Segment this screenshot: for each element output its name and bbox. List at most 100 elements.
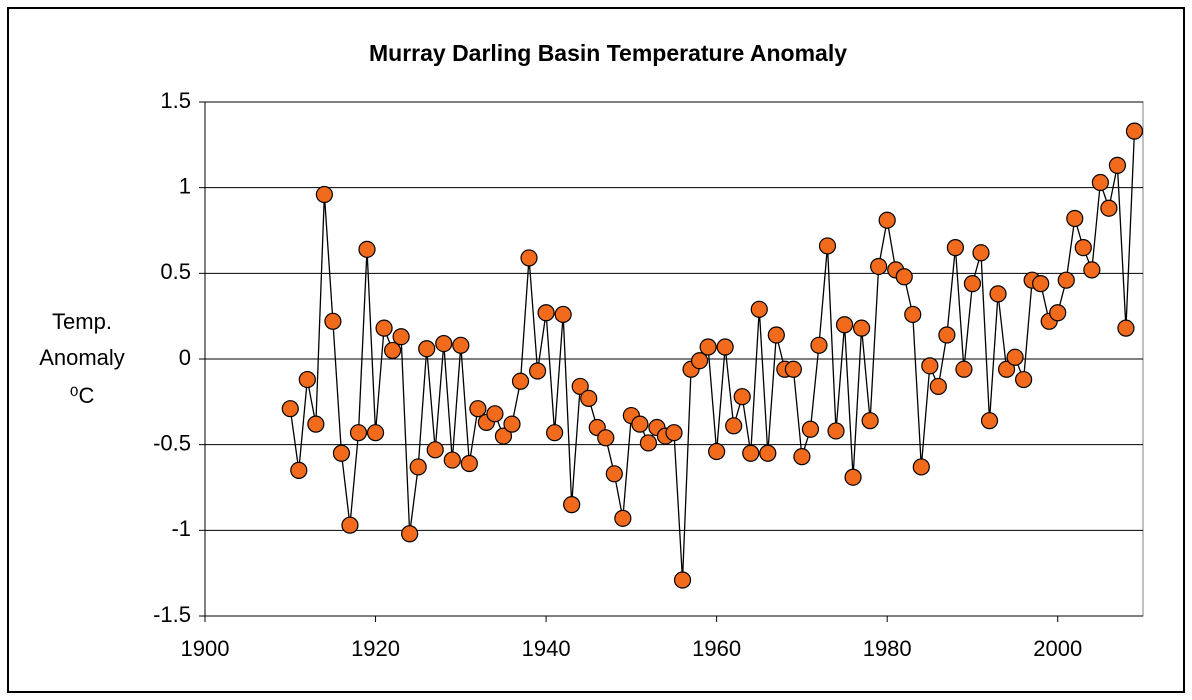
data-point xyxy=(460,454,478,473)
data-point xyxy=(290,461,308,479)
data-point xyxy=(946,239,965,257)
data-point xyxy=(418,340,436,358)
data-point xyxy=(1100,199,1118,217)
data-point xyxy=(708,442,726,461)
data-point xyxy=(767,326,785,344)
data-point xyxy=(546,424,564,442)
data-point xyxy=(955,360,973,378)
data-point xyxy=(861,412,879,430)
data-point xyxy=(1066,209,1084,228)
data-point xyxy=(665,424,683,442)
data-point xyxy=(989,285,1007,303)
data-point xyxy=(307,415,325,433)
data-point xyxy=(801,420,820,438)
y-axis-label: ⁰C xyxy=(70,383,95,408)
data-point xyxy=(1108,156,1127,174)
data-point xyxy=(511,372,530,390)
y-tick-label: 1.5 xyxy=(160,88,191,113)
data-point xyxy=(895,268,913,286)
data-point xyxy=(997,360,1016,378)
data-point xyxy=(929,377,947,396)
data-line xyxy=(289,131,1136,581)
y-tick-label: -1 xyxy=(171,516,191,541)
data-point xyxy=(392,328,410,346)
data-point xyxy=(384,341,402,360)
data-point xyxy=(878,211,896,229)
data-point xyxy=(452,336,470,354)
data-point xyxy=(699,338,717,356)
data-point xyxy=(443,451,461,469)
x-tick-label: 1980 xyxy=(863,636,912,661)
y-tick-label: 0.5 xyxy=(160,259,191,284)
data-point xyxy=(605,465,623,483)
data-point xyxy=(332,444,351,462)
data-point xyxy=(1049,304,1067,322)
data-point xyxy=(733,388,751,406)
data-point xyxy=(963,275,982,293)
y-axis-label: Temp. xyxy=(52,309,112,334)
data-point xyxy=(810,336,828,354)
x-tick-label: 1960 xyxy=(692,636,741,661)
data-point xyxy=(503,415,521,433)
data-point xyxy=(554,305,572,324)
data-point xyxy=(409,458,427,476)
data-point xyxy=(1074,239,1092,257)
data-point xyxy=(298,370,316,389)
data-point xyxy=(938,326,956,344)
data-point xyxy=(315,185,333,204)
data-point xyxy=(520,249,538,267)
data-point xyxy=(1015,370,1033,389)
data-point xyxy=(716,338,734,356)
chart-title: Murray Darling Basin Temperature Anomaly xyxy=(369,40,847,66)
y-tick-label: -0.5 xyxy=(153,430,191,455)
data-point xyxy=(835,316,854,334)
y-axis-label: Anomaly xyxy=(39,345,125,370)
data-point xyxy=(1032,275,1050,293)
data-point xyxy=(528,362,547,380)
data-point xyxy=(358,240,376,258)
data-point xyxy=(349,424,368,442)
data-point xyxy=(426,441,444,459)
data-point xyxy=(673,571,692,589)
data-point xyxy=(1117,319,1135,337)
data-point xyxy=(912,458,930,476)
data-point xyxy=(639,434,658,452)
data-point xyxy=(827,422,845,440)
x-tick-label: 2000 xyxy=(1033,636,1082,661)
data-point xyxy=(972,244,990,262)
data-point xyxy=(375,319,393,337)
data-point xyxy=(631,415,649,433)
data-point xyxy=(852,319,871,337)
x-tick-label: 1900 xyxy=(181,636,230,661)
data-point xyxy=(784,360,802,378)
data-point xyxy=(281,400,299,418)
data-point xyxy=(904,305,922,324)
data-point xyxy=(597,429,615,447)
data-point xyxy=(341,516,359,534)
data-point xyxy=(580,389,598,408)
data-point xyxy=(793,448,811,466)
data-point xyxy=(750,300,768,318)
data-point xyxy=(486,405,504,423)
data-point xyxy=(1006,348,1024,366)
data-point xyxy=(1057,271,1075,289)
data-point xyxy=(324,312,342,330)
data-point xyxy=(1083,261,1101,279)
data-point xyxy=(742,444,760,462)
data-point xyxy=(1125,122,1144,140)
data-point xyxy=(980,412,999,430)
data-point xyxy=(614,509,632,527)
y-tick-label: 0 xyxy=(179,345,191,370)
y-tick-label: 1 xyxy=(179,173,191,198)
data-point xyxy=(366,424,385,442)
data-point xyxy=(921,357,939,375)
x-tick-label: 1940 xyxy=(522,636,571,661)
data-point xyxy=(563,496,581,514)
data-point xyxy=(759,444,777,462)
data-point xyxy=(494,427,513,445)
data-point xyxy=(725,417,743,435)
data-point xyxy=(870,257,888,276)
data-point xyxy=(1091,173,1109,192)
data-point xyxy=(435,334,453,353)
